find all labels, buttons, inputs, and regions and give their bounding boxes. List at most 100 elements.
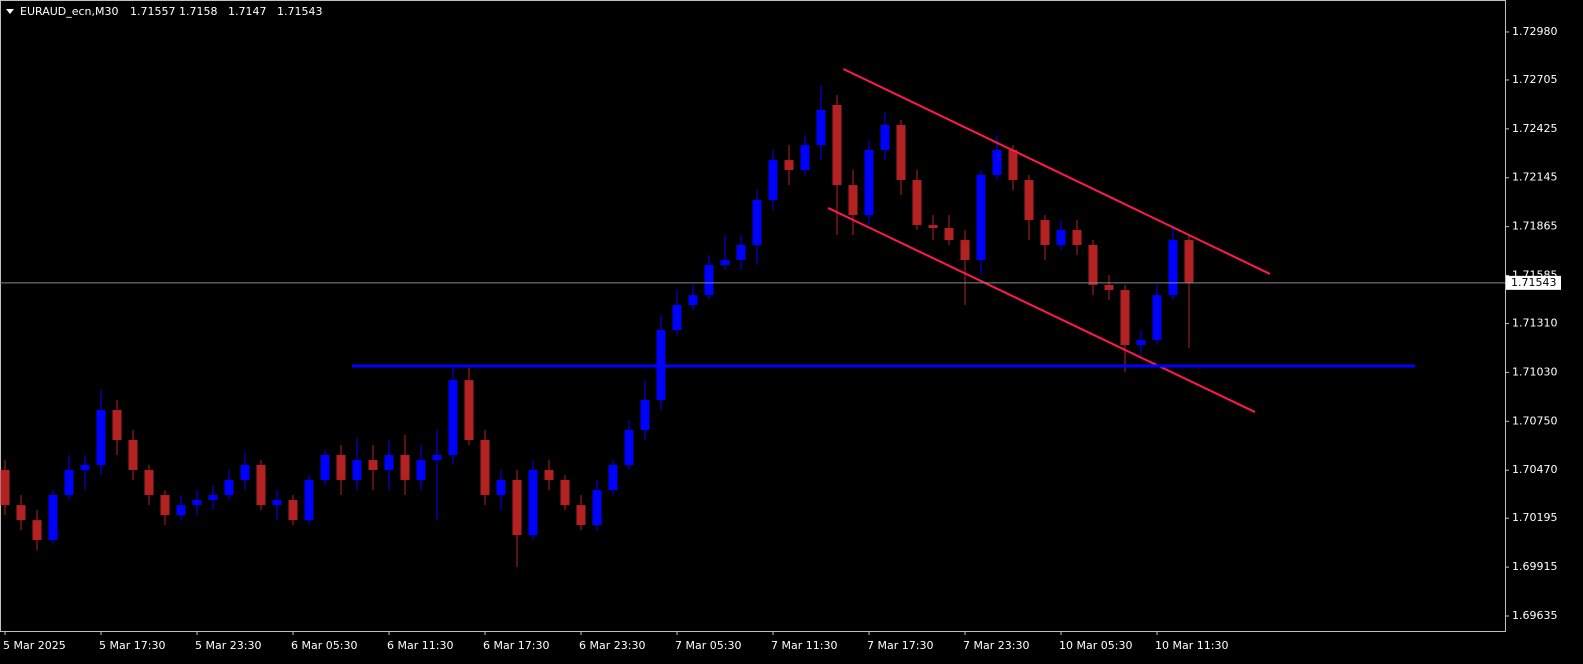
candle-body [1088, 244, 1098, 285]
candle-body [992, 149, 1002, 175]
ohlc-value: 1.71557 [130, 5, 176, 18]
candle-body [848, 185, 858, 216]
candle-body [112, 409, 122, 440]
x-tick-label: 6 Mar 11:30 [387, 639, 453, 652]
candle-body [688, 295, 698, 306]
candle-body [736, 244, 746, 260]
price-label: 1.71543 [1511, 276, 1557, 289]
y-tick-label: 1.69635 [1512, 609, 1558, 622]
candle-body [1104, 284, 1114, 291]
candle-body [224, 479, 234, 495]
y-tick-label: 1.71310 [1512, 317, 1558, 330]
candle-body [832, 104, 842, 186]
candle-body [352, 460, 362, 480]
candle-body [1120, 290, 1130, 346]
candle-body [528, 470, 538, 536]
candle-body [176, 505, 186, 516]
candle-body [640, 400, 650, 431]
candle-body [288, 500, 298, 521]
candle-body [752, 200, 762, 245]
candle-body [560, 479, 570, 506]
trend-line [842, 68, 1271, 275]
x-tick-label: 5 Mar 17:30 [99, 639, 165, 652]
candle-body [464, 380, 474, 440]
y-tick-label: 1.70195 [1512, 511, 1558, 524]
ohlc-value: 1.71543 [277, 5, 323, 18]
candle-body [432, 455, 442, 461]
candle-body [800, 145, 810, 171]
x-tick-label: 7 Mar 05:30 [675, 639, 741, 652]
symbol: EURAUD_ecn,M30 [20, 5, 119, 18]
candle-body [1008, 149, 1018, 181]
x-tick-label: 6 Mar 23:30 [579, 639, 645, 652]
candle-body [1136, 339, 1146, 346]
y-tick-label: 1.71865 [1512, 220, 1558, 233]
candle-body [816, 109, 826, 146]
x-tick-label: 7 Mar 23:30 [963, 639, 1029, 652]
candle-body [272, 500, 282, 506]
candle-body [448, 380, 458, 456]
candle-body [768, 160, 778, 201]
candle-body [128, 439, 138, 471]
y-tick-label: 1.72145 [1512, 171, 1558, 184]
candle-body [336, 455, 346, 480]
candle-body [368, 460, 378, 471]
candle-body [672, 305, 682, 330]
x-tick-label: 10 Mar 11:30 [1155, 639, 1228, 652]
menu-arrow[interactable] [6, 9, 14, 14]
y-tick-label: 1.72425 [1512, 122, 1558, 135]
y-tick-label: 1.70470 [1512, 463, 1558, 476]
candle-body [160, 494, 170, 516]
candle-body [16, 505, 26, 521]
candle-body [704, 265, 714, 296]
y-tick-label: 1.72705 [1512, 73, 1558, 86]
candle-body [144, 470, 154, 495]
candle-body [1152, 295, 1162, 340]
candle-body [304, 479, 314, 521]
y-tick-label: 1.69915 [1512, 560, 1558, 573]
candle-body [1056, 229, 1066, 245]
candle-body [880, 125, 890, 150]
candle-body [896, 125, 906, 181]
candle-body [320, 455, 330, 480]
candle-body [960, 240, 970, 260]
x-tick-label: 7 Mar 11:30 [771, 639, 837, 652]
candle-body [240, 464, 250, 480]
candle-body [400, 455, 410, 480]
candle-body [864, 149, 874, 216]
x-tick-label: 5 Mar 2025 [3, 639, 66, 652]
candle-body [928, 225, 938, 229]
candle-body [944, 228, 954, 241]
candle-body [544, 470, 554, 480]
candle-body [1168, 240, 1178, 296]
candle-body [32, 520, 42, 541]
candle-body [592, 490, 602, 526]
candle-body [480, 439, 490, 495]
candle-body [496, 479, 506, 495]
candle-body [512, 479, 522, 536]
candle-body [976, 174, 986, 260]
candle-body [608, 464, 618, 491]
candle-body [624, 430, 634, 465]
trend-line [827, 207, 1256, 413]
candle-body [1072, 229, 1082, 245]
candle-body [912, 180, 922, 226]
candle-body [48, 494, 58, 541]
x-tick-label: 10 Mar 05:30 [1059, 639, 1132, 652]
candle-body [1184, 240, 1194, 284]
x-tick-label: 6 Mar 17:30 [483, 639, 549, 652]
ohlc-value: 1.7158 [179, 5, 218, 18]
y-tick-label: 1.71030 [1512, 365, 1558, 378]
candle-body [576, 505, 586, 526]
candle-body [1024, 180, 1034, 220]
candle-body [1040, 219, 1050, 245]
candle-body [80, 464, 90, 471]
candle-body [256, 464, 266, 506]
candle-body [192, 500, 202, 506]
candle-body [416, 460, 426, 480]
y-tick-label: 1.70750 [1512, 414, 1558, 427]
x-tick-label: 7 Mar 17:30 [867, 639, 933, 652]
price-label-box [1506, 275, 1561, 290]
